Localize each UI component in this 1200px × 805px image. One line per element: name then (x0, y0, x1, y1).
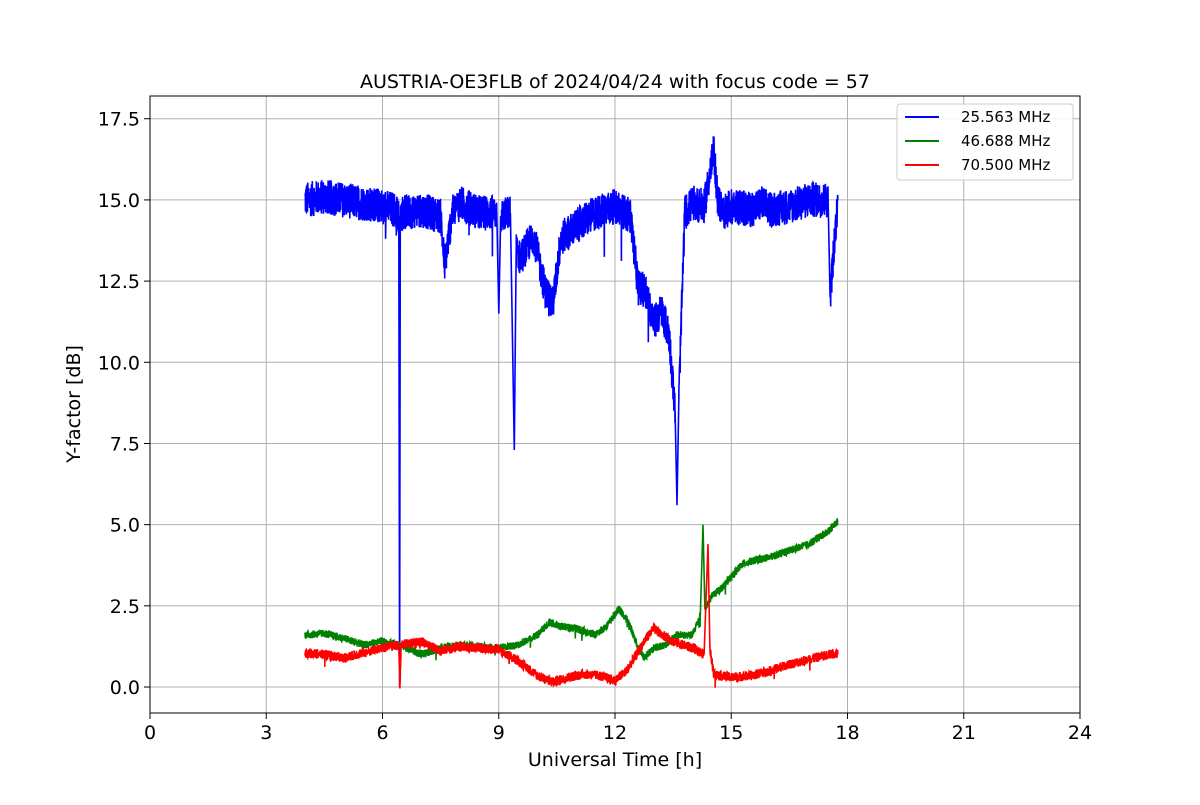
x-tick-label: 0 (144, 722, 156, 744)
y-tick-label: 15.0 (98, 190, 140, 212)
y-tick-label: 17.5 (98, 109, 140, 131)
x-tick-label: 9 (493, 722, 505, 744)
x-tick-label: 12 (603, 722, 627, 744)
y-axis-label: Y-factor [dB] (63, 345, 85, 464)
x-tick-label: 21 (952, 722, 976, 744)
y-tick-label: 0.0 (110, 677, 140, 699)
legend-label: 46.688 MHz (961, 132, 1050, 150)
series-layer (304, 136, 839, 689)
grid (149, 96, 1081, 713)
y-tick-label: 10.0 (98, 352, 140, 374)
x-tick-label: 6 (376, 722, 388, 744)
x-tick-label: 15 (719, 722, 743, 744)
series-line-3 (304, 544, 839, 689)
legend-label: 70.500 MHz (961, 156, 1050, 174)
y-tick-label: 2.5 (110, 596, 140, 618)
axis-ticks: 0 3 6 9 12 15 18 21 24 0.0 2.5 5.0 7.5 10.0 12.5 15.0 17… (98, 109, 1092, 744)
x-axis-label: Universal Time [h] (528, 749, 702, 771)
x-tick-label: 18 (835, 722, 859, 744)
y-tick-label: 5.0 (110, 515, 140, 537)
legend-box (896, 103, 1074, 181)
y-tick-label: 7.5 (110, 433, 140, 455)
x-tick-label: 3 (260, 722, 272, 744)
legend: 25.563 MHz 46.688 MHz 70.500 MHz (896, 103, 1074, 181)
chart-title: AUSTRIA-OE3FLB of 2024/04/24 with focus … (360, 71, 870, 93)
y-tick-label: 12.5 (98, 271, 140, 293)
series-line-1 (304, 136, 839, 688)
legend-label: 25.563 MHz (961, 108, 1050, 126)
x-tick-label: 24 (1068, 722, 1092, 744)
series-line-2 (304, 518, 839, 661)
